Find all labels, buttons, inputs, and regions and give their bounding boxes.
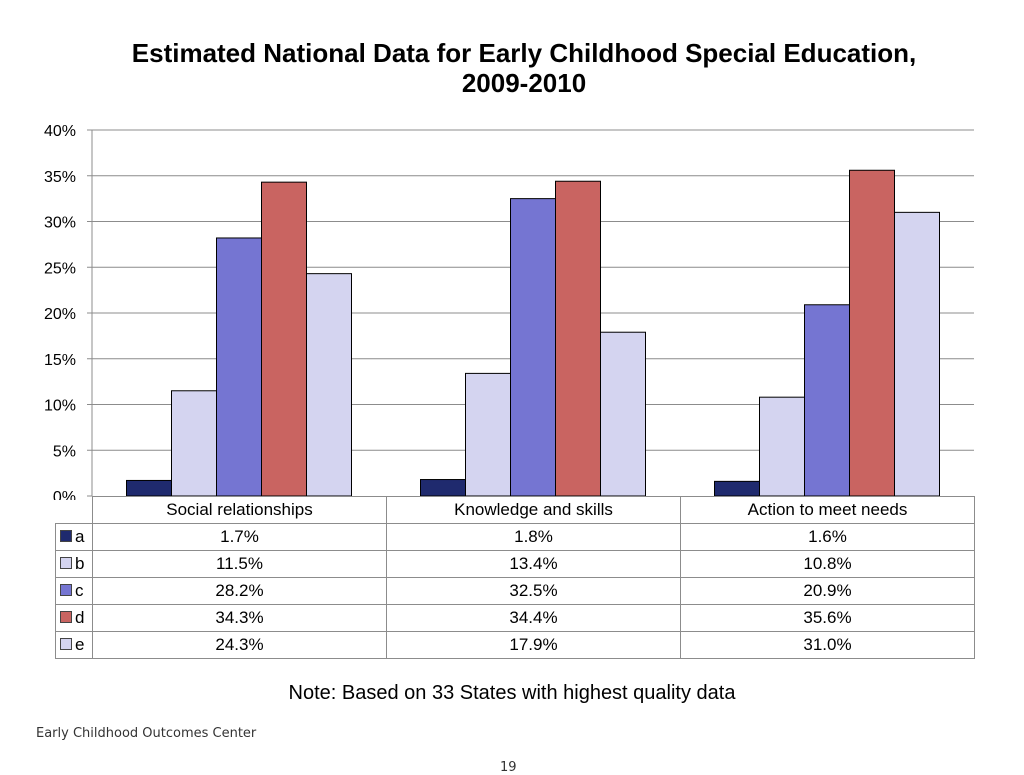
series-name: d — [75, 608, 85, 627]
data-label: 17.9% — [386, 631, 681, 659]
data-label: 1.6% — [680, 523, 975, 551]
bar-c-3 — [804, 304, 850, 497]
y-tick-label: 30% — [44, 215, 76, 232]
data-label: 13.4% — [386, 550, 681, 578]
category-label: Knowledge and skills — [386, 496, 681, 524]
data-label: 1.7% — [92, 523, 387, 551]
bar-a-1 — [126, 479, 172, 497]
bar-chart: 0% 5% 10% 15% 20% 25% 30% 35% 40% — [44, 123, 974, 500]
bar-b-2 — [465, 372, 511, 497]
bar-e-2 — [600, 331, 646, 497]
bar-d-3 — [849, 169, 895, 497]
data-label: 28.2% — [92, 577, 387, 605]
y-tick-label: 20% — [44, 306, 76, 323]
chart-title: Estimated National Data for Early Childh… — [131, 38, 917, 98]
data-label: 20.9% — [680, 577, 975, 605]
table-row: b 11.5% 13.4% 10.8% — [55, 550, 975, 578]
bar-c-2 — [510, 198, 556, 497]
legend-swatch — [60, 530, 72, 542]
data-label: 34.4% — [386, 604, 681, 632]
y-tick-label: 35% — [44, 169, 76, 186]
y-tick-label: 0% — [53, 489, 76, 500]
table-row: e 24.3% 17.9% 31.0% — [55, 631, 975, 659]
legend-swatch — [60, 638, 72, 650]
legend-entry: e — [55, 631, 93, 659]
note-text: Note: Based on 33 States with highest qu… — [288, 682, 736, 704]
category-label: Action to meet needs — [680, 496, 975, 524]
series-name: c — [75, 581, 84, 600]
bar-d-1 — [261, 181, 307, 497]
y-tick-label: 15% — [44, 352, 76, 369]
legend-swatch — [60, 584, 72, 596]
series-name: a — [75, 527, 85, 546]
bar-a-2 — [420, 479, 466, 497]
y-tick-label: 25% — [44, 260, 76, 277]
legend-entry: b — [55, 550, 93, 578]
data-label: 32.5% — [386, 577, 681, 605]
bar-e-1 — [306, 273, 352, 497]
data-label: 35.6% — [680, 604, 975, 632]
y-tick-label: 40% — [44, 123, 76, 140]
legend-swatch — [60, 611, 72, 623]
data-table: Social relationships Knowledge and skills… — [55, 496, 975, 659]
y-tick-label: 10% — [44, 398, 76, 415]
series-name: e — [75, 635, 85, 654]
table-header-row: Social relationships Knowledge and skills… — [55, 496, 975, 524]
data-label: 11.5% — [92, 550, 387, 578]
bar-a-3 — [714, 480, 760, 497]
y-tick-label: 5% — [53, 443, 76, 460]
legend-entry: a — [55, 523, 93, 551]
bar-b-3 — [759, 396, 805, 497]
table-row: c 28.2% 32.5% 20.9% — [55, 577, 975, 605]
data-label: 24.3% — [92, 631, 387, 659]
table-row: a 1.7% 1.8% 1.6% — [55, 523, 975, 551]
bar-b-1 — [171, 390, 217, 497]
data-label: 10.8% — [680, 550, 975, 578]
category-label: Social relationships — [92, 496, 387, 524]
data-label: 34.3% — [92, 604, 387, 632]
data-label: 1.8% — [386, 523, 681, 551]
footer-text: Early Childhood Outcomes Center — [36, 726, 257, 741]
bar-d-2 — [555, 180, 601, 497]
legend-entry: c — [55, 577, 93, 605]
data-label: 31.0% — [680, 631, 975, 659]
legend-swatch — [60, 557, 72, 569]
series-name: b — [75, 554, 85, 573]
legend-entry: d — [55, 604, 93, 632]
bar-c-1 — [216, 237, 262, 497]
table-row: d 34.3% 34.4% 35.6% — [55, 604, 975, 632]
bar-e-3 — [894, 211, 940, 497]
table-corner — [55, 496, 93, 524]
